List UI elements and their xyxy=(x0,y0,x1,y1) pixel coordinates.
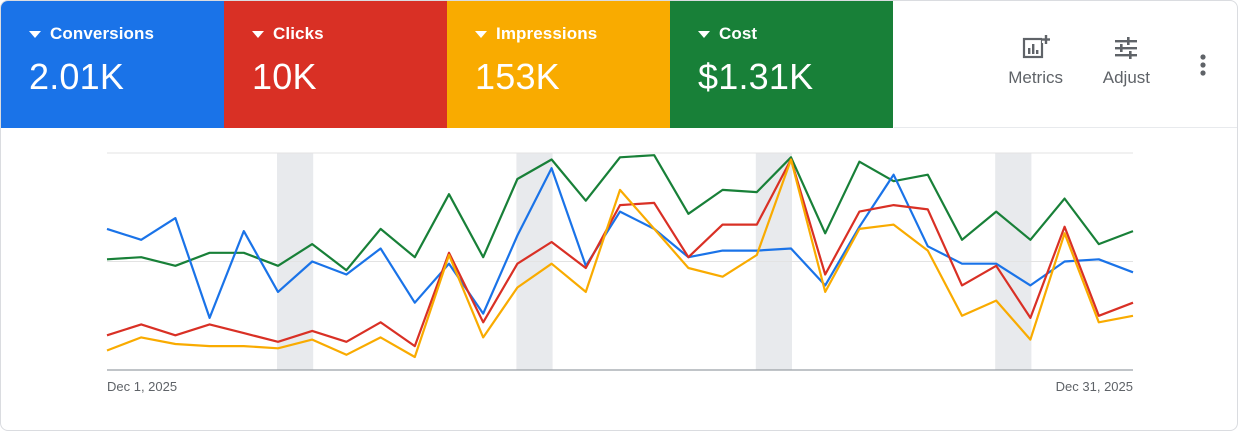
tile-conversions[interactable]: Conversions 2.01K xyxy=(1,1,224,128)
caret-down-icon xyxy=(475,31,487,38)
x-axis-end-label: Dec 31, 2025 xyxy=(1056,379,1133,394)
tile-header: Clicks xyxy=(252,24,447,44)
tile-label: Cost xyxy=(719,24,758,43)
x-axis-start-label: Dec 1, 2025 xyxy=(107,379,177,394)
series-line-clicks xyxy=(106,158,1134,348)
line-chart: Dec 1, 2025 Dec 31, 2025 xyxy=(106,152,1134,394)
metrics-button[interactable]: Metrics xyxy=(1008,35,1063,88)
chart-toolbar: Metrics Adjust xyxy=(894,1,1237,128)
metric-tiles: Conversions 2.01K Clicks 10K Impressions… xyxy=(1,1,893,128)
tile-cost[interactable]: Cost $1.31K xyxy=(670,1,893,128)
tile-value: 153K xyxy=(475,56,560,97)
caret-down-icon xyxy=(29,31,41,38)
tune-icon xyxy=(1115,37,1138,59)
tile-header: Cost xyxy=(698,24,893,44)
add-chart-icon xyxy=(1022,35,1050,59)
chart-area: Dec 1, 2025 Dec 31, 2025 xyxy=(1,129,1237,430)
tile-header: Conversions xyxy=(29,24,224,44)
tile-impressions[interactable]: Impressions 153K xyxy=(447,1,670,128)
caret-down-icon xyxy=(252,31,264,38)
adjust-button[interactable]: Adjust xyxy=(1103,35,1150,88)
tile-value: 10K xyxy=(252,56,317,97)
tile-label: Clicks xyxy=(273,24,324,43)
tile-value: $1.31K xyxy=(698,56,814,97)
tile-label: Impressions xyxy=(496,24,598,43)
series-line-conversions xyxy=(106,167,1134,319)
caret-down-icon xyxy=(698,31,710,38)
series-line-impressions xyxy=(106,158,1134,359)
series-line-cost xyxy=(106,154,1134,272)
tile-value: 2.01K xyxy=(29,56,125,97)
tile-clicks[interactable]: Clicks 10K xyxy=(224,1,447,128)
tile-label: Conversions xyxy=(50,24,155,43)
adjust-label: Adjust xyxy=(1102,68,1150,87)
metrics-label: Metrics xyxy=(1008,68,1063,87)
more-vert-icon xyxy=(1200,54,1206,76)
tile-header: Impressions xyxy=(475,24,670,44)
more-options-button[interactable] xyxy=(1199,53,1207,82)
